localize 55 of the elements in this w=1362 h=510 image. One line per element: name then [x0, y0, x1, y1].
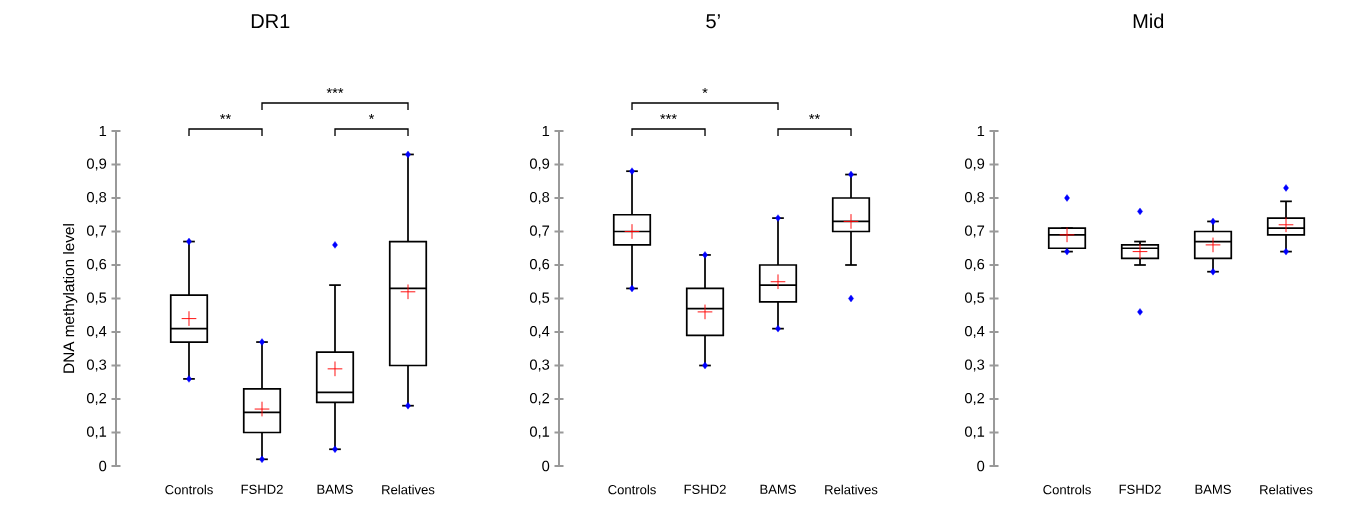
y-tick-label: 1: [542, 125, 550, 137]
y-tick-label: 0,7: [964, 225, 985, 238]
x-tick-label: Relatives: [1260, 484, 1313, 495]
x-tick-label: FSHD2: [684, 484, 726, 494]
y-tick-label: 0,6: [529, 258, 550, 272]
x-tick-label: Relatives: [382, 484, 435, 495]
y-tick-label: 0,4: [964, 325, 985, 339]
y-tick-label: 0,8: [86, 191, 107, 205]
y-tick-label: 0,7: [86, 225, 107, 238]
chart-title: 5’: [706, 14, 720, 29]
y-tick-label: 0,3: [964, 359, 985, 372]
y-tick-label: 0,5: [529, 292, 550, 305]
x-tick-label: BAMS: [317, 484, 353, 494]
x-tick-label: Controls: [1043, 484, 1091, 495]
y-tick-label: 0,3: [529, 359, 550, 372]
y-tick-label: 0,7: [529, 225, 550, 238]
x-tick-label: BAMS: [1195, 484, 1231, 494]
y-tick-label: 0,4: [529, 325, 550, 339]
text: *: [702, 87, 708, 94]
x-tick-label: Controls: [165, 484, 213, 495]
y-tick-label: 0,2: [964, 392, 985, 406]
y-tick-label: 0,3: [86, 359, 107, 372]
y-tick-label: 0: [977, 460, 985, 472]
y-axis-title: DNA methylation level: [62, 224, 78, 373]
text: ***: [660, 113, 677, 120]
y-tick-label: 0,1: [964, 426, 985, 439]
y-tick-label: 0,9: [964, 158, 985, 171]
y-tick-label: 0: [99, 460, 107, 472]
x-tick-label: FSHD2: [241, 484, 283, 494]
y-tick-label: 1: [977, 125, 985, 137]
y-tick-label: 0,4: [86, 325, 107, 339]
x-tick-label: Relatives: [825, 484, 878, 495]
y-tick-label: 0,2: [529, 392, 550, 406]
y-tick-label: 1: [99, 125, 107, 137]
x-tick-label: BAMS: [760, 484, 796, 494]
chart-title: Mid: [1133, 13, 1164, 29]
y-tick-label: 0,2: [86, 392, 107, 406]
y-tick-label: 0: [542, 460, 550, 472]
chart-title: DR1: [251, 14, 290, 28]
text: ***: [326, 87, 344, 94]
y-tick-label: 0,9: [86, 158, 107, 171]
y-tick-label: 0,6: [86, 258, 107, 272]
text: **: [809, 113, 820, 120]
text: **: [220, 113, 231, 120]
y-tick-label: 0,6: [964, 258, 985, 272]
text: *: [368, 113, 375, 120]
y-tick-label: 0,8: [964, 191, 985, 205]
y-tick-label: 0,5: [964, 292, 985, 305]
y-tick-label: 0,9: [529, 158, 550, 171]
x-tick-label: Controls: [608, 484, 656, 495]
y-tick-label: 0,1: [86, 426, 107, 439]
y-tick-label: 0,5: [86, 292, 107, 305]
y-tick-label: 0,8: [529, 191, 550, 205]
y-tick-label: 0,1: [529, 426, 550, 439]
x-tick-label: FSHD2: [1119, 484, 1161, 494]
